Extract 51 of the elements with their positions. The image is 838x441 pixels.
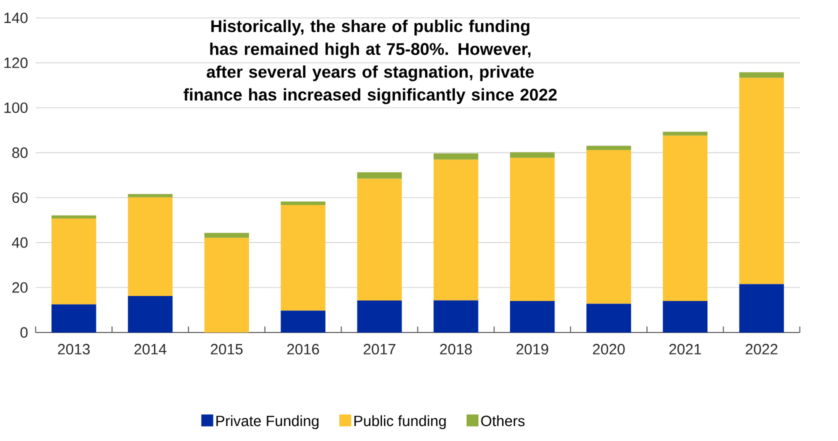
- bar: [128, 296, 173, 333]
- bar: [357, 178, 402, 301]
- bar: [586, 150, 632, 304]
- y-tick-label: 120: [4, 58, 28, 68]
- x-tick-label: 2018: [440, 344, 472, 355]
- x-tick-label: 2014: [134, 344, 166, 355]
- bar: [52, 304, 96, 333]
- bar: [52, 216, 96, 219]
- bar: [739, 78, 784, 284]
- x-tick-label: 2022: [746, 344, 778, 355]
- bar: [52, 218, 96, 305]
- bar: [662, 301, 708, 333]
- y-tick-label: 80: [12, 148, 28, 158]
- bar: [662, 136, 708, 302]
- x-tick-label: 2013: [58, 344, 90, 355]
- bar: [510, 158, 555, 302]
- y-tick-label: 0: [20, 327, 28, 338]
- y-tick-label: 40: [12, 237, 28, 248]
- x-tick-label: 2017: [364, 344, 396, 355]
- bar: [204, 238, 250, 333]
- legend-label: Others: [481, 415, 525, 426]
- y-tick-label: 140: [4, 12, 28, 24]
- legend-label: Private Funding: [216, 415, 318, 430]
- x-tick-label: 2019: [516, 344, 548, 355]
- bar: [739, 284, 784, 333]
- bar: [586, 146, 632, 150]
- bar: [280, 310, 326, 333]
- y-tick-label: 60: [12, 192, 28, 204]
- x-tick-label: 2021: [669, 344, 701, 355]
- text: Historically, the share of public funding has remained high at 75-80%. However, after several years of stagnation, private finance has increased significantly since 2022: [184, 20, 557, 104]
- bar: [128, 194, 173, 198]
- bar: [280, 202, 326, 206]
- bar: [586, 304, 632, 333]
- legend-label: Public funding: [354, 415, 446, 430]
- y-tick-label: 20: [12, 282, 28, 293]
- bar: [510, 152, 555, 158]
- bar: [739, 72, 784, 78]
- bar: [434, 160, 478, 301]
- bar: [280, 205, 326, 311]
- bar: [357, 300, 402, 333]
- bar: [128, 198, 173, 296]
- bar: [434, 154, 478, 160]
- bar: [662, 132, 708, 136]
- y-tick-label: 100: [4, 102, 28, 114]
- bar: [510, 301, 555, 333]
- bar: [204, 233, 250, 238]
- x-tick-label: 2015: [210, 344, 243, 355]
- x-tick-label: 2020: [592, 344, 625, 355]
- bar: [357, 172, 402, 179]
- x-tick-label: 2016: [287, 344, 319, 355]
- bar: [434, 300, 478, 333]
